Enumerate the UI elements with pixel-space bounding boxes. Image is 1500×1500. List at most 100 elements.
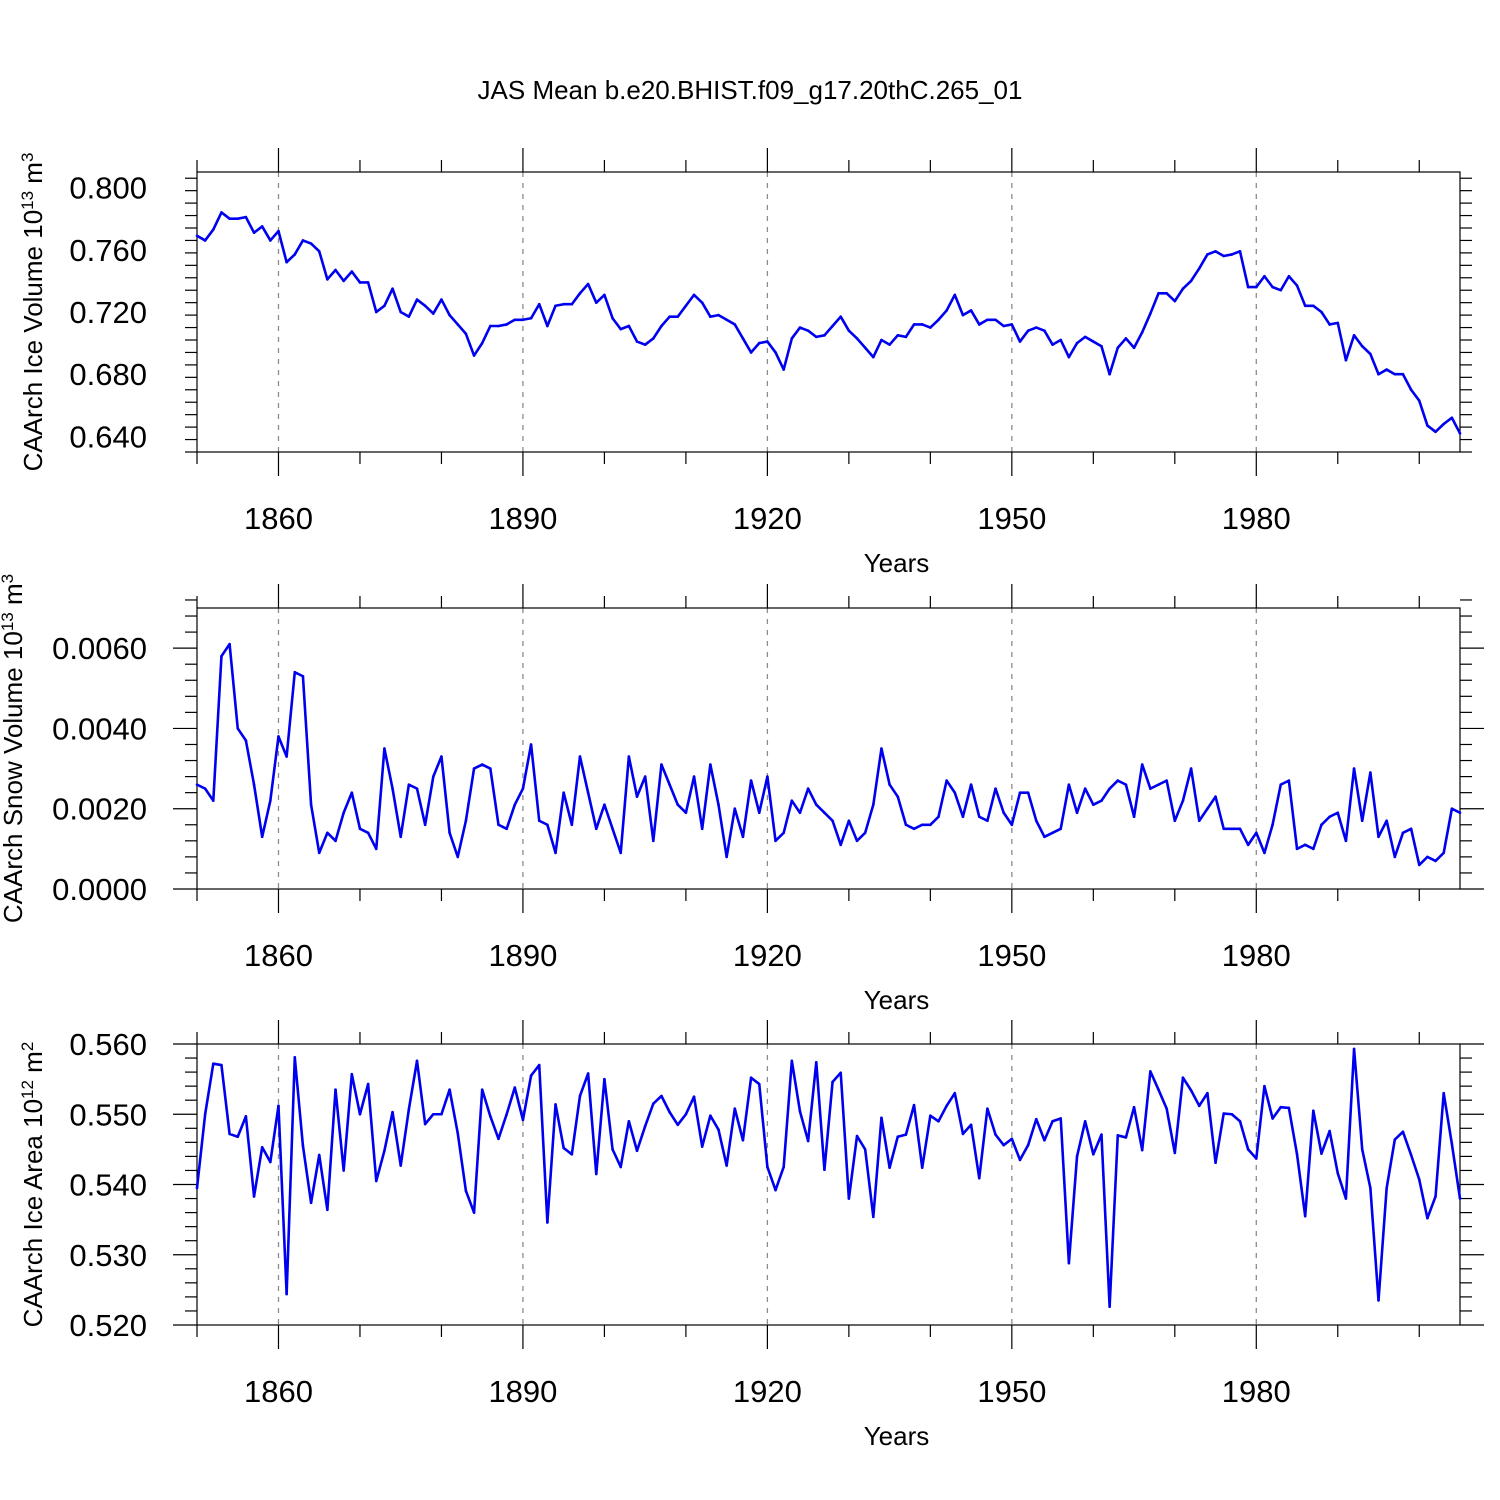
data-point (1222, 827, 1225, 831)
x-tick-label: 1860 (244, 1374, 313, 1409)
data-point (546, 1221, 549, 1224)
data-point (1002, 811, 1005, 815)
data-point (1214, 1161, 1217, 1165)
data-point (285, 755, 288, 758)
data-point (374, 310, 378, 314)
data-point (749, 779, 753, 782)
data-point (977, 323, 981, 326)
data-point (1043, 1138, 1046, 1142)
data-point (586, 1072, 590, 1075)
panel-3: 1860 1890 1920 1950 1980 0.520 0.530 0.540 0.550… (18, 1020, 1484, 1451)
data-point (684, 811, 688, 815)
data-point (529, 316, 533, 320)
data-point (1059, 1117, 1063, 1120)
data-point (432, 1112, 435, 1116)
chart-panels: 1860 1890 1920 1950 1980 0.640 0.680 0.720 0.760… (0, 148, 1484, 1451)
data-point (1132, 1105, 1136, 1109)
data-point (1393, 372, 1397, 376)
data-point (1108, 787, 1111, 790)
data-point (1010, 323, 1014, 326)
data-point (1051, 831, 1054, 835)
series-line (196, 211, 1462, 434)
data-point (1271, 823, 1274, 827)
y-tick-label: 0.0040 (52, 711, 147, 746)
data-point (863, 1148, 867, 1151)
data-point (562, 1146, 565, 1150)
data-point (847, 1197, 851, 1200)
data-point (880, 338, 883, 342)
data-point (203, 1112, 207, 1116)
data-point (293, 253, 297, 256)
data-point (570, 302, 574, 306)
data-point (537, 1063, 541, 1067)
data-point (212, 228, 215, 231)
chart-title: JAS Mean b.e20.BHIST.f09_g17.20thC.265_0… (478, 75, 1023, 105)
data-point (1043, 835, 1046, 839)
data-point (700, 1145, 704, 1148)
data-point (1434, 430, 1437, 434)
data-point (212, 799, 215, 802)
data-point (513, 318, 517, 322)
y-axis-label-exponent: 2 (18, 1042, 37, 1051)
data-point (440, 1112, 443, 1116)
data-point (823, 811, 826, 815)
data-point (660, 1094, 663, 1098)
data-point (1132, 346, 1136, 350)
y-tick-label: 0.540 (69, 1168, 147, 1203)
data-point (1100, 344, 1103, 348)
data-point (1010, 1137, 1014, 1141)
data-point (252, 231, 256, 234)
data-point (358, 827, 362, 831)
data-point (334, 839, 337, 843)
data-point (489, 767, 492, 770)
data-point (472, 767, 476, 770)
data-point (896, 1135, 900, 1139)
data-point (497, 324, 500, 328)
data-point (1458, 811, 1462, 815)
data-point (1116, 346, 1120, 350)
data-point (317, 250, 321, 253)
y-axis-label-text: CAArch Ice Volume 10 (18, 210, 48, 472)
data-point (1189, 1089, 1193, 1092)
data-point (1075, 1155, 1079, 1158)
data-point (1026, 1143, 1030, 1147)
x-tick-label: 1950 (977, 1374, 1046, 1409)
data-point (269, 1160, 272, 1164)
data-point (1320, 1152, 1323, 1155)
data-point (326, 831, 329, 835)
data-point (766, 340, 769, 343)
data-point (1328, 815, 1331, 819)
data-point (269, 239, 272, 242)
data-point (195, 1186, 199, 1190)
data-point (1344, 358, 1348, 362)
data-point (1344, 839, 1348, 843)
data-point (220, 211, 223, 214)
data-point (1295, 284, 1299, 287)
x-tick-label: 1980 (1222, 938, 1291, 973)
data-point (195, 783, 199, 786)
data-point (668, 1110, 671, 1114)
data-point (342, 1169, 345, 1172)
data-point (440, 755, 443, 758)
data-point (366, 281, 370, 284)
y-axis-label-exponent: 12 (18, 1080, 37, 1099)
series-line (196, 642, 1461, 867)
data-point (814, 1060, 818, 1064)
data-point (855, 1134, 859, 1138)
data-point (766, 1165, 769, 1169)
data-point (774, 839, 777, 843)
data-point (1100, 799, 1103, 802)
data-points (195, 211, 1462, 435)
data-point (1124, 1136, 1128, 1139)
data-point (350, 270, 354, 273)
data-point (920, 323, 924, 326)
data-point (1173, 1151, 1177, 1155)
data-point (546, 823, 549, 827)
data-point (212, 1062, 215, 1065)
data-point (1067, 783, 1071, 786)
y-axis-label: CAArch Ice Area 1012 m2 (18, 1042, 49, 1328)
data-point (529, 1074, 533, 1077)
data-point (872, 355, 875, 359)
x-tick-label: 1950 (977, 501, 1046, 536)
data-point (1320, 823, 1323, 827)
